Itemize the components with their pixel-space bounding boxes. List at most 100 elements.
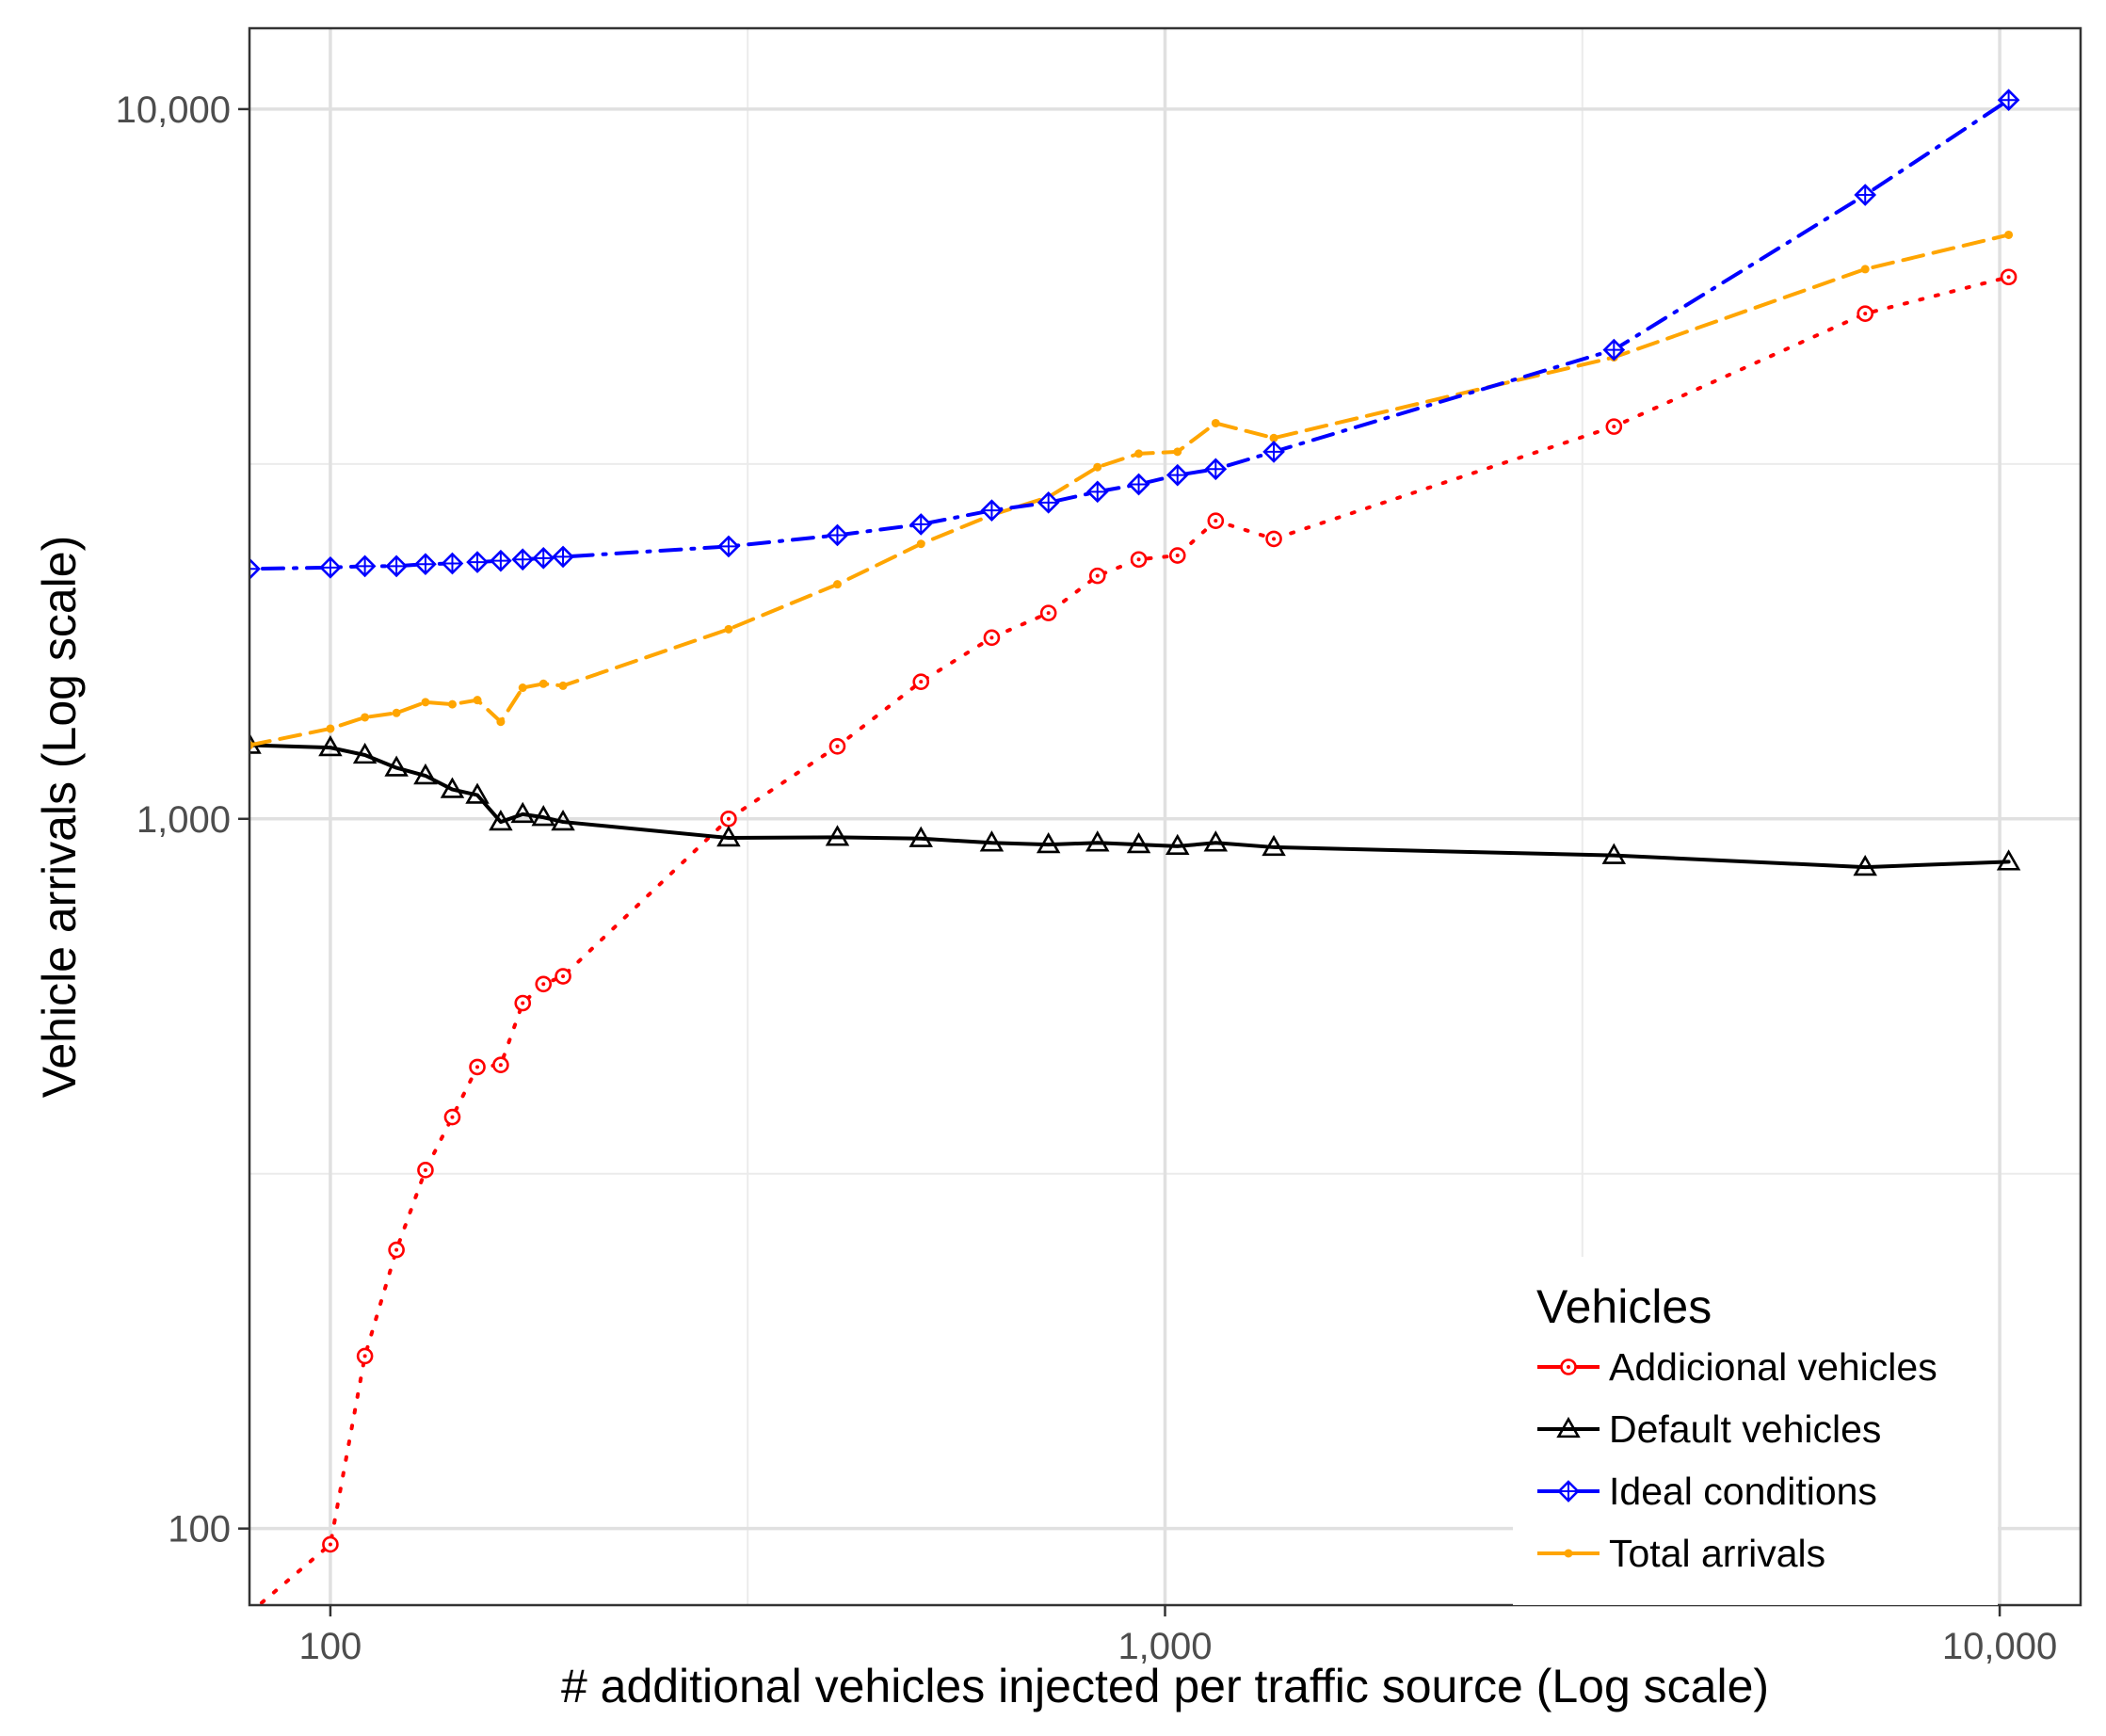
- data-point: [510, 801, 535, 824]
- data-point: [1269, 433, 1278, 442]
- data-point: [352, 742, 378, 764]
- data-point: [326, 724, 335, 733]
- data-point: [532, 546, 555, 570]
- data-point: [916, 539, 925, 549]
- legend-label: Ideal conditions: [1609, 1470, 1877, 1513]
- data-point: [356, 1347, 374, 1365]
- data-point: [826, 523, 849, 547]
- data-point: [912, 673, 930, 690]
- data-point: [555, 968, 571, 985]
- data-point: [443, 1108, 461, 1126]
- data-point: [1085, 830, 1110, 852]
- data-point: [552, 545, 574, 569]
- data-point: [518, 683, 527, 693]
- data-point: [832, 580, 842, 589]
- x-axis-title: # additional vehicles injected per traff…: [561, 1660, 1769, 1712]
- data-point: [388, 1241, 405, 1259]
- data-point: [511, 548, 535, 571]
- data-point: [361, 713, 370, 722]
- legend-key-marker: [1560, 1358, 1577, 1375]
- data-point: [469, 1058, 486, 1076]
- data-point: [1134, 449, 1144, 458]
- data-point: [1262, 441, 1285, 463]
- legend-title: Vehicles: [1536, 1280, 1712, 1333]
- legend: Vehicles Addicional vehicles Default vehi…: [1513, 1257, 1998, 1605]
- data-point: [1997, 88, 2020, 112]
- data-point: [1166, 463, 1189, 487]
- y-tick-label: 100: [168, 1509, 231, 1551]
- data-point: [466, 551, 489, 573]
- data-point: [908, 826, 933, 847]
- data-point: [353, 555, 377, 578]
- data-point: [1602, 338, 1626, 362]
- data-point: [2004, 230, 2014, 239]
- data-point: [1093, 462, 1102, 472]
- data-point: [1173, 447, 1182, 457]
- series-line: [249, 98, 2011, 571]
- data-point: [1037, 491, 1060, 514]
- data-point: [551, 809, 575, 831]
- data-point: [1601, 843, 1627, 864]
- data-point: [447, 699, 457, 709]
- data-point: [1039, 604, 1057, 621]
- data-point: [535, 975, 553, 993]
- data-point: [720, 810, 737, 828]
- series-line: [255, 275, 2011, 1605]
- data-point: [1996, 849, 2021, 871]
- data-point: [1860, 265, 1870, 274]
- data-point: [384, 755, 409, 777]
- data-point: [421, 698, 430, 707]
- data-point: [983, 629, 1001, 647]
- data-point: [1605, 418, 1623, 435]
- legend-item: Default vehicles: [1537, 1407, 1881, 1451]
- legend-items: Addicional vehicles Default vehicles Ideal…: [1537, 1345, 1937, 1575]
- legend-label: Total arrivals: [1609, 1532, 1825, 1575]
- data-point: [1853, 854, 1877, 876]
- x-tick-label: 100: [299, 1626, 362, 1667]
- data-point: [1126, 831, 1151, 854]
- data-point: [385, 555, 408, 578]
- legend-item: Total arrivals: [1537, 1532, 1825, 1575]
- data-point: [1211, 418, 1220, 427]
- data-point: [496, 717, 506, 727]
- y-axis-title: Vehicle arrivals (Log scale): [33, 536, 86, 1099]
- series-line: [249, 233, 2011, 747]
- data-point: [473, 696, 482, 705]
- series-ideal-conditions: [249, 88, 2020, 581]
- data-point: [417, 1162, 434, 1179]
- series-addicional-vehicles: [249, 268, 2018, 1605]
- data-point: [1088, 567, 1106, 585]
- legend-key-marker: [1557, 1480, 1580, 1503]
- data-point: [465, 782, 490, 804]
- data-point: [1857, 305, 1874, 322]
- legend-item: Addicional vehicles: [1537, 1345, 1937, 1389]
- series-default-vehicles: [249, 732, 2021, 876]
- data-point: [1168, 547, 1186, 564]
- data-point: [1204, 458, 1228, 481]
- data-point: [1203, 830, 1229, 852]
- data-point: [531, 805, 555, 827]
- data-point: [717, 535, 740, 558]
- data-point: [490, 549, 512, 572]
- data-point: [716, 825, 741, 847]
- data-point: [441, 552, 464, 575]
- data-point: [1265, 530, 1282, 548]
- data-point: [440, 777, 465, 798]
- data-point: [1036, 831, 1061, 854]
- legend-item: Ideal conditions: [1537, 1470, 1877, 1513]
- x-tick-label: 10,000: [1942, 1626, 2057, 1667]
- y-tick-label: 1,000: [137, 799, 231, 841]
- legend-key-marker: [1556, 1416, 1581, 1439]
- data-point: [825, 825, 850, 846]
- data-point: [724, 624, 733, 634]
- legend-key-marker: [1564, 1549, 1573, 1558]
- x-tick-label: 1,000: [1117, 1626, 1212, 1667]
- legend-label: Addicional vehicles: [1609, 1345, 1937, 1389]
- data-point: [1166, 833, 1190, 856]
- data-point: [413, 763, 438, 785]
- data-point: [2000, 268, 2018, 286]
- data-point: [1130, 551, 1148, 569]
- data-point: [392, 708, 401, 717]
